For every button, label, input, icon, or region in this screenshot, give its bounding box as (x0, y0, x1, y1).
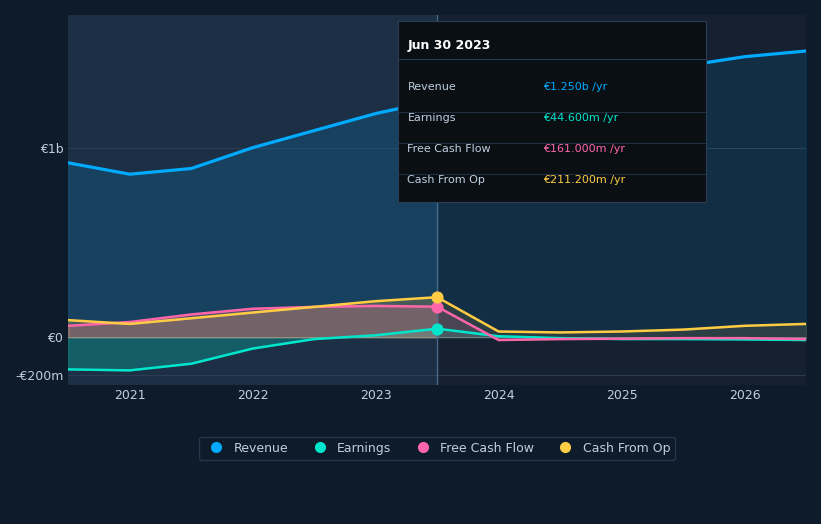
Text: Past: Past (405, 30, 431, 43)
Text: Analysts Forecasts: Analysts Forecasts (443, 30, 560, 43)
Text: Revenue: Revenue (407, 82, 456, 92)
Legend: Revenue, Earnings, Free Cash Flow, Cash From Op: Revenue, Earnings, Free Cash Flow, Cash … (199, 436, 676, 460)
Point (430, 96, 443, 104)
Text: Cash From Op: Cash From Op (407, 174, 485, 184)
Text: €211.200m /yr: €211.200m /yr (543, 174, 625, 184)
Bar (437, 15, 806, 385)
Text: Jun 30 2023: Jun 30 2023 (407, 39, 491, 52)
Text: Free Cash Flow: Free Cash Flow (407, 144, 491, 154)
Point (430, 324, 443, 333)
Text: €1.250b /yr: €1.250b /yr (543, 82, 608, 92)
Text: €44.600m /yr: €44.600m /yr (543, 113, 618, 123)
Bar (68, 15, 437, 385)
Point (430, 302, 443, 311)
Text: Earnings: Earnings (407, 113, 456, 123)
Point (430, 293, 443, 301)
Text: €161.000m /yr: €161.000m /yr (543, 144, 625, 154)
